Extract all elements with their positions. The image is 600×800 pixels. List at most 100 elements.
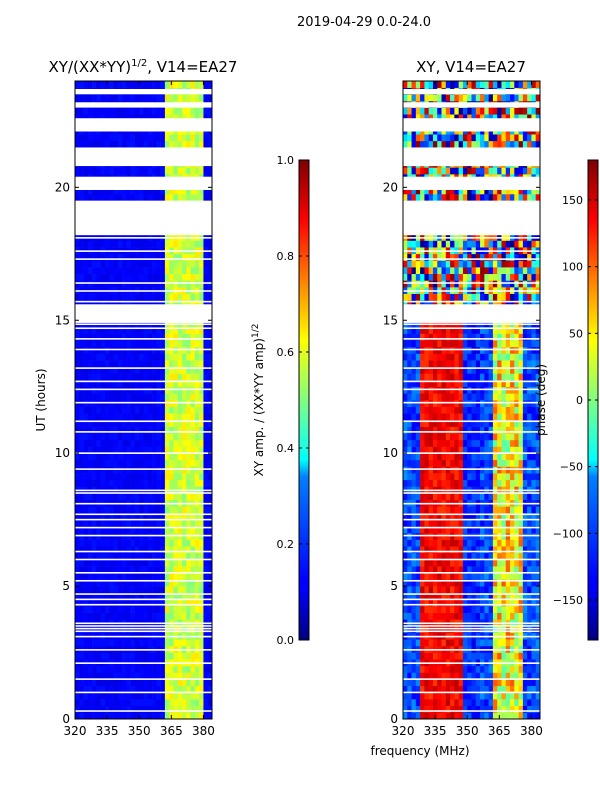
amplitude-heatmap-cell: [126, 625, 131, 633]
phase-heatmap-cell: [441, 439, 447, 447]
phase-heatmap-cell: [441, 592, 447, 600]
phase-heatmap-cell: [471, 400, 477, 407]
amplitude-heatmap-cell: [96, 559, 101, 567]
phase-heatmap-cell: [510, 406, 515, 414]
phase-heatmap-cell: [420, 692, 425, 700]
amplitude-heatmap-cell: [199, 612, 204, 620]
phase-heatmap-cell: [420, 699, 425, 707]
phase-heatmap-cell: [480, 586, 485, 594]
phase-heatmap-cell: [471, 599, 477, 607]
phase-heatmap-cell: [518, 453, 524, 461]
amplitude-heatmap-cell: [194, 679, 200, 687]
phase-heatmap-cell: [518, 546, 524, 554]
amplitude-heatmap-cell: [126, 699, 131, 707]
amplitude-heatmap-cell: [203, 539, 209, 547]
phase-heatmap-cell: [420, 519, 425, 527]
amplitude-heatmap-cell: [139, 473, 144, 481]
amplitude-heatmap-cell: [126, 260, 131, 268]
amplitude-heatmap-cell: [203, 406, 209, 414]
amplitude-heatmap-cell: [152, 572, 157, 580]
phase-heatmap-cell: [441, 572, 447, 580]
amplitude-heatmap-cell: [113, 599, 119, 607]
amplitude-heatmap-cell: [190, 187, 196, 195]
phase-heatmap-cell: [518, 559, 524, 567]
amplitude-heatmap-cell: [92, 413, 97, 421]
amplitude-heatmap-cell: [160, 107, 166, 115]
phase-heatmap-cell: [535, 532, 540, 540]
amplitude-heatmap-cell: [186, 526, 191, 534]
phase-heatmap-cell: [407, 380, 412, 388]
amplitude-heatmap-cell: [160, 679, 166, 687]
amplitude-heatmap-cell: [203, 566, 209, 574]
amplitude-heatmap-cell: [104, 293, 110, 301]
phase-heatmap-cell: [462, 639, 468, 647]
amplitude-heatmap-cell: [96, 705, 101, 713]
amplitude-heatmap-cell: [190, 81, 196, 88]
amplitude-heatmap-cell: [207, 380, 212, 388]
phase-heatmap-cell: [505, 546, 511, 554]
amplitude-heatmap-cell: [126, 240, 131, 248]
amplitude-heatmap-cell: [87, 439, 93, 447]
amplitude-heatmap-cell: [156, 679, 161, 687]
phase-heatmap-cell: [475, 572, 481, 580]
phase-heatmap-cell: [454, 546, 459, 554]
amplitude-heatmap-cell: [130, 386, 136, 394]
amplitude-heatmap-cell: [173, 579, 179, 587]
amplitude-heatmap-cell: [117, 552, 123, 560]
amplitude-heatmap-cell: [160, 586, 166, 594]
amplitude-heatmap-cell: [139, 453, 144, 461]
phase-heatmap-cell: [458, 685, 464, 693]
amplitude-heatmap-cell: [194, 625, 200, 633]
amplitude-heatmap-cell: [194, 400, 200, 407]
amplitude-heatmap-cell: [173, 167, 179, 175]
amplitude-heatmap-cell: [117, 267, 123, 275]
phase-heatmap-cell: [492, 672, 498, 680]
phase-heatmap-cell: [501, 685, 507, 693]
amplitude-heatmap-cell: [87, 240, 93, 248]
amplitude-heatmap-cell: [79, 539, 84, 547]
amplitude-heatmap-cell: [147, 512, 153, 520]
amplitude-heatmap-cell: [75, 300, 80, 308]
amplitude-heatmap-cell: [177, 406, 183, 414]
amplitude-heatmap-cell: [194, 493, 200, 500]
phase-heatmap-cell: [445, 426, 451, 434]
amplitude-heatmap-cell: [147, 114, 153, 122]
amplitude-heatmap-cell: [152, 459, 157, 467]
phase-heatmap-cell: [458, 692, 464, 700]
amplitude-heatmap-cell: [109, 672, 114, 680]
amplitude-heatmap-cell: [139, 353, 144, 361]
phase-heatmap-cell: [497, 419, 502, 427]
amplitude-heatmap-cell: [117, 167, 123, 175]
phase-heatmap-cell: [518, 625, 524, 633]
amplitude-heatmap-cell: [117, 373, 123, 381]
phase-heatmap-cell: [467, 346, 472, 354]
phase-heatmap-cell: [420, 665, 425, 673]
amplitude-heatmap-cell: [83, 612, 89, 620]
amplitude-heatmap-cell: [199, 340, 204, 348]
amplitude-heatmap-cell: [182, 380, 187, 388]
amplitude-heatmap-cell: [130, 340, 136, 348]
amplitude-heatmap-cell: [130, 526, 136, 534]
phase-heatmap-cell: [403, 679, 408, 687]
amplitude-heatmap-cell: [173, 419, 179, 427]
phase-heatmap-cell: [441, 665, 447, 673]
amplitude-flagged-row: [75, 603, 212, 606]
amplitude-heatmap-cell: [186, 433, 191, 441]
phase-heatmap-cell: [407, 346, 412, 354]
amplitude-heatmap-cell: [126, 473, 131, 481]
phase-heatmap-cell: [505, 419, 511, 427]
amplitude-heatmap-cell: [182, 679, 187, 687]
amplitude-heatmap-cell: [190, 439, 196, 447]
phase-heatmap-cell: [428, 672, 434, 680]
amplitude-heatmap-cell: [199, 187, 204, 195]
phase-heatmap-cell: [437, 566, 442, 574]
phase-heatmap-cell: [488, 406, 494, 414]
amplitude-heatmap-cell: [173, 612, 179, 620]
amplitude-heatmap-cell: [83, 340, 89, 348]
amplitude-heatmap-cell: [130, 94, 136, 102]
amplitude-heatmap-cell: [143, 326, 149, 334]
amplitude-heatmap-cell: [177, 373, 183, 381]
amplitude-heatmap-cell: [160, 406, 166, 414]
